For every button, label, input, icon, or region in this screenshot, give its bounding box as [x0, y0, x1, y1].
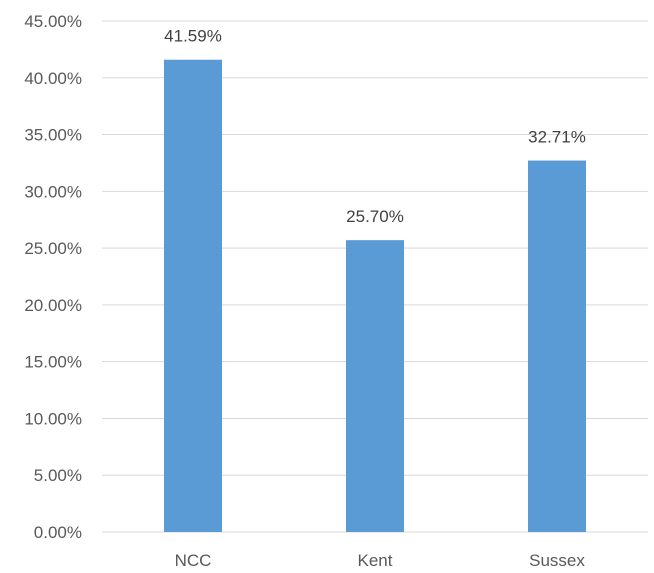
- y-tick-label: 25.00%: [24, 239, 82, 258]
- x-category-label: NCC: [175, 551, 212, 570]
- data-labels: 41.59% 25.70% 32.71%: [164, 27, 586, 226]
- data-label: 41.59%: [164, 27, 222, 46]
- y-axis-tick-labels: 0.00% 5.00% 10.00% 15.00% 20.00% 25.00% 30.00%…: [24, 12, 82, 542]
- data-label: 32.71%: [528, 128, 586, 147]
- x-category-label: Sussex: [529, 551, 585, 570]
- y-tick-label: 0.00%: [34, 523, 82, 542]
- bar-sussex: [528, 160, 586, 532]
- bar-ncc: [164, 59, 222, 532]
- bar-kent: [346, 240, 404, 532]
- y-tick-label: 40.00%: [24, 69, 82, 88]
- y-tick-label: 20.00%: [24, 296, 82, 315]
- data-label: 25.70%: [346, 207, 404, 226]
- y-tick-label: 30.00%: [24, 182, 82, 201]
- y-tick-label: 45.00%: [24, 12, 82, 31]
- y-tick-label: 35.00%: [24, 126, 82, 145]
- y-tick-label: 10.00%: [24, 409, 82, 428]
- x-category-label: Kent: [358, 551, 393, 570]
- y-tick-label: 5.00%: [34, 466, 82, 485]
- y-tick-label: 15.00%: [24, 353, 82, 372]
- bars: [164, 59, 586, 532]
- x-axis-category-labels: NCC Kent Sussex: [175, 551, 586, 570]
